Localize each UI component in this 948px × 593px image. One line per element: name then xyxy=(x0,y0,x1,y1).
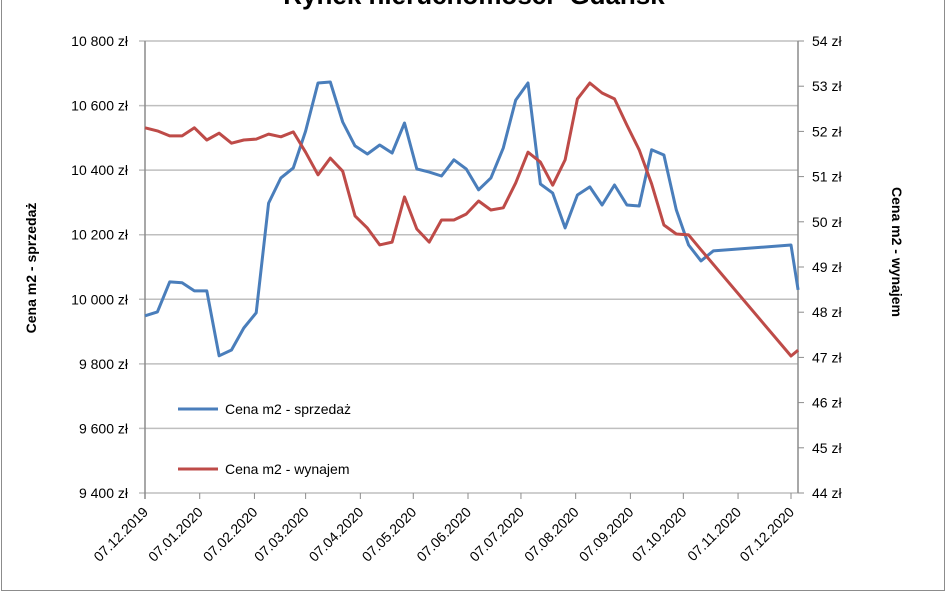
series-line-sprzedaz xyxy=(144,80,800,358)
x-tick-label: 07.03.2020 xyxy=(251,504,312,565)
x-tick-label: 07.10.2020 xyxy=(629,504,690,565)
x-tick-label: 07.12.2019 xyxy=(90,504,151,565)
x-tick-label: 07.02.2020 xyxy=(200,504,261,565)
y-right-tick-label: 52 zł xyxy=(812,123,842,139)
y-right-tick-label: 48 zł xyxy=(812,304,842,320)
y-right-tick-label: 44 zł xyxy=(812,485,842,501)
x-tick-label: 07.11.2020 xyxy=(684,504,744,564)
y-right-tick-label: 46 zł xyxy=(812,395,842,411)
chart-title: Rynek nieruchomości- Gdańsk xyxy=(283,0,665,10)
x-tick-label: 07.04.2020 xyxy=(306,504,367,565)
y-left-tick-label: 10 600 zł xyxy=(71,98,129,114)
x-tick-label: 07.05.2020 xyxy=(359,504,420,565)
y-right-tick-label: 54 zł xyxy=(812,33,842,49)
y-left-tick-label: 9 400 zł xyxy=(79,485,129,501)
y-left-tick-label: 10 400 zł xyxy=(71,162,129,178)
y-left-tick-label: 9 600 zł xyxy=(79,420,129,436)
y-right-tick-label: 47 zł xyxy=(812,349,842,365)
y-right-tick-label: 53 zł xyxy=(812,78,842,94)
y-right-tick-label: 45 zł xyxy=(812,440,842,456)
x-tick-label: 07.06.2020 xyxy=(413,504,474,565)
y-right-tick-label: 50 zł xyxy=(812,214,842,230)
y-right-tick-label: 49 zł xyxy=(812,259,842,275)
x-tick-label: 07.12.2020 xyxy=(736,504,797,565)
y-right-tick-label: 51 zł xyxy=(812,169,842,185)
x-tick-label: 07.09.2020 xyxy=(576,504,637,565)
y-left-tick-label: 9 800 zł xyxy=(79,356,129,372)
legend-label: Cena m2 - sprzedaż xyxy=(225,401,351,417)
x-tick-label: 07.01.2020 xyxy=(145,504,206,565)
legend-label: Cena m2 - wynajem xyxy=(225,461,350,477)
series-line-wynajem xyxy=(144,81,800,358)
y-left-tick-label: 10 000 zł xyxy=(71,291,129,307)
y-left-axis-title: Cena m2 - sprzedaż xyxy=(23,203,39,334)
y-left-tick-label: 10 800 zł xyxy=(71,33,129,49)
x-tick-label: 07.07.2020 xyxy=(466,504,527,565)
x-tick-label: 07.08.2020 xyxy=(521,504,582,565)
y-right-axis-title: Cena m2 - wynajem xyxy=(889,187,905,317)
y-left-tick-label: 10 200 zł xyxy=(71,227,129,243)
